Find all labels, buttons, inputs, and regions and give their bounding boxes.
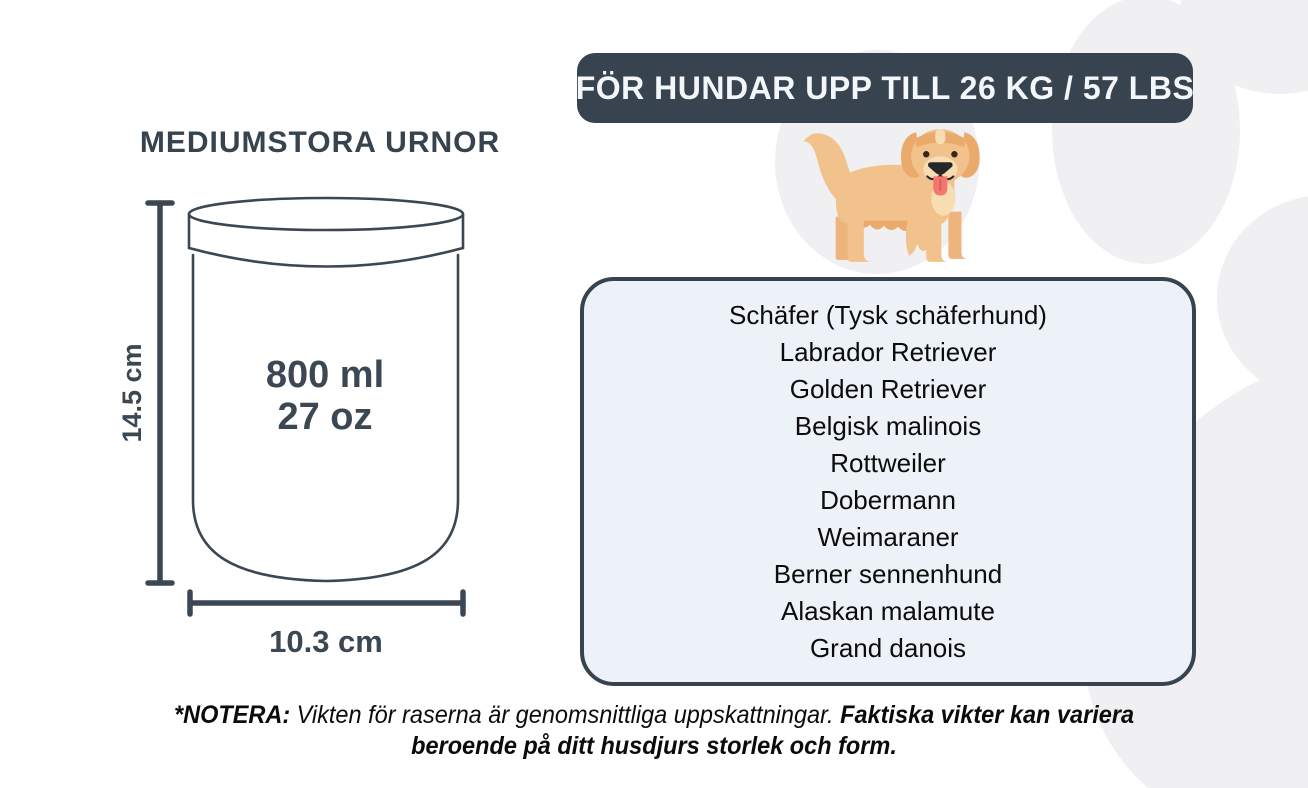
urn-height-label: 14.5 cm [117,343,147,442]
breed-item: Weimaraner [817,522,959,552]
breed-item: Alaskan malamute [781,596,995,626]
paw-toe-right [1217,196,1308,400]
footnote-prefix: *NOTERA: [173,701,291,729]
width-dimension-line [187,589,466,617]
dog-front-leg-near [926,210,949,262]
breed-item: Grand danois [809,633,967,663]
breed-item: Berner sennenhund [773,559,1003,589]
breed-item: Golden Retriever [789,374,987,404]
urn-diagram: 14.5 cm 800 ml 27 oz 10.3 cm [117,196,466,659]
dog-feathering [905,218,928,256]
breed-item: Labrador Retriever [779,337,997,367]
golden-retriever-illustration [803,129,980,262]
breed-item: Belgisk malinois [794,411,982,441]
breed-item: Dobermann [820,485,956,515]
dog-nose [928,162,953,175]
urn-volume-oz: 27 oz [277,396,372,438]
dog-forehead-stripe [935,129,946,145]
urn-volume-ml: 800 ml [266,354,384,396]
dog-eye-left [923,151,930,158]
breed-list-box: Schäfer (Tysk schäferhund) Labrador Retri… [580,277,1196,686]
weight-limit-banner: FÖR HUNDAR UPP TILL 26 KG / 57 LBS [576,53,1194,123]
dog-rear-leg-near [847,214,872,262]
dog-body [835,164,952,224]
breed-item: Schäfer (Tysk schäferhund) [729,300,1047,330]
dog-front-leg-far [948,211,968,259]
dog-eye-right [951,151,958,158]
dog-rear-leg-far [835,216,856,260]
footnote-bold: Faktiska vikter kan variera beroende på … [411,701,1135,760]
footnote: *NOTERA: Vikten för raserna är genomsnit… [123,700,1185,762]
urn-width-label: 10.3 cm [269,624,383,659]
paw-toe-corner [1180,0,1308,94]
height-dimension-line [145,200,175,586]
urn-outline [187,196,465,583]
page-title: MEDIUMSTORA URNOR [139,126,501,159]
breed-item: Rottweiler [830,448,946,478]
footnote-normal: Vikten för raserna är genomsnittliga upp… [290,701,841,729]
